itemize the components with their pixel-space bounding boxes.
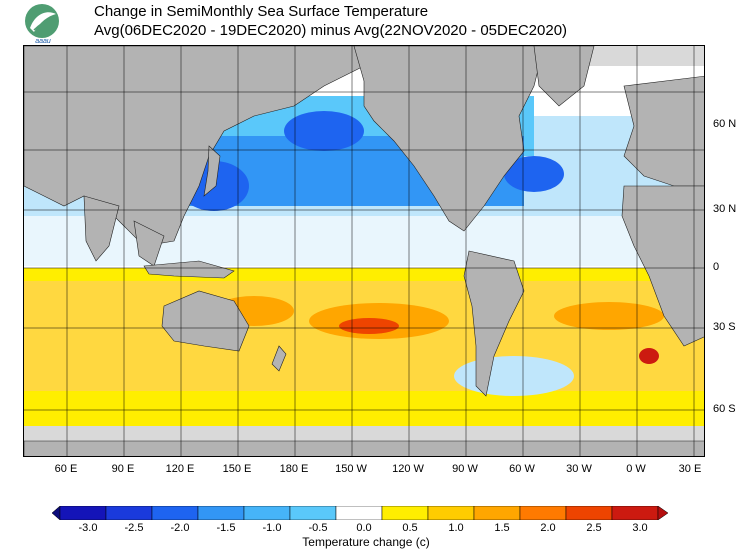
legend-label: -3.0 [78,522,98,534]
new-zealand [271,345,287,372]
japan [203,145,221,197]
antarctica [24,440,704,456]
australia [161,290,250,352]
africa [621,185,704,347]
legend-swatch [151,506,199,520]
lon-label-180e: 180 E [279,463,309,475]
south-atlantic-warming [554,302,664,330]
legend-swatch [427,506,475,520]
legend-colorbar [52,506,668,520]
asia [24,46,365,247]
legend-swatch [519,506,567,520]
lon-label-30e: 30 E [678,463,702,475]
lon-label-60e: 60 E [54,463,78,475]
title-line-2: Avg(06DEC2020 - 19DEC2020) minus Avg(22N… [94,22,568,39]
legend-label: -2.0 [170,522,190,534]
legend-swatch [197,506,245,520]
south-america [463,250,525,397]
legend-swatch [289,506,337,520]
lon-label-90w: 90 W [452,463,478,475]
legend-label: 2.0 [540,522,556,534]
legend-swatch [565,506,613,520]
lat-label-0: 0 [713,261,720,273]
legend-swatch [335,506,383,520]
legend-label: -1.5 [216,522,236,534]
gulf-stream-cooling [504,156,564,192]
lon-label-150e: 150 E [222,463,252,475]
lon-label-90e: 90 E [111,463,135,475]
india [83,195,120,262]
lon-label-120w: 120 W [392,463,424,475]
europe [623,75,704,187]
legend-swatch [473,506,521,520]
legend-swatch [611,506,659,520]
legend-swatch [381,506,429,520]
southern-ocean-cooling [454,356,574,396]
legend-arrow-low [52,506,61,520]
sst-change-map [23,45,705,457]
lon-label-0w: 0 W [626,463,646,475]
lon-label-120e: 120 E [165,463,195,475]
title-line-1: Change in SemiMonthly Sea Surface Temper… [94,3,429,20]
lat-label-30s: 30 S [713,321,736,333]
legend-swatch [105,506,153,520]
gulf-of-alaska-cooling [284,111,364,151]
indonesia [143,260,235,279]
lon-label-60w: 60 W [509,463,535,475]
lat-label-60s: 60 S [713,403,736,415]
legend-label: 1.0 [448,522,464,534]
legend-label: 0.5 [402,522,418,534]
logo-text: aaau [35,38,51,44]
legend-label: -0.5 [308,522,328,534]
legend-label: 2.5 [586,522,602,534]
legend-arrow-high [657,506,668,520]
legend-label: 1.5 [494,522,510,534]
legend-swatch [243,506,291,520]
south-atlantic-hotspot [639,348,659,364]
lon-label-150w: 150 W [335,463,367,475]
legend-swatch [59,506,107,520]
lat-label-30n: 30 N [713,203,737,215]
greenland [533,46,595,107]
legend-label: 3.0 [632,522,648,534]
map-canvas [24,46,704,456]
south-pacific-strong-warming [339,318,399,334]
map-title: Change in SemiMonthly Sea Surface Temper… [94,2,567,40]
graticule [24,46,704,456]
legend-label: 0.0 [356,522,372,534]
lon-label-30w: 30 W [566,463,592,475]
lat-label-60n: 60 N [713,118,737,130]
legend-label: -2.5 [124,522,144,534]
legend-label: -1.0 [262,522,282,534]
agency-logo: aaau [25,4,59,44]
legend-title: Temperature change (c) [302,535,430,549]
